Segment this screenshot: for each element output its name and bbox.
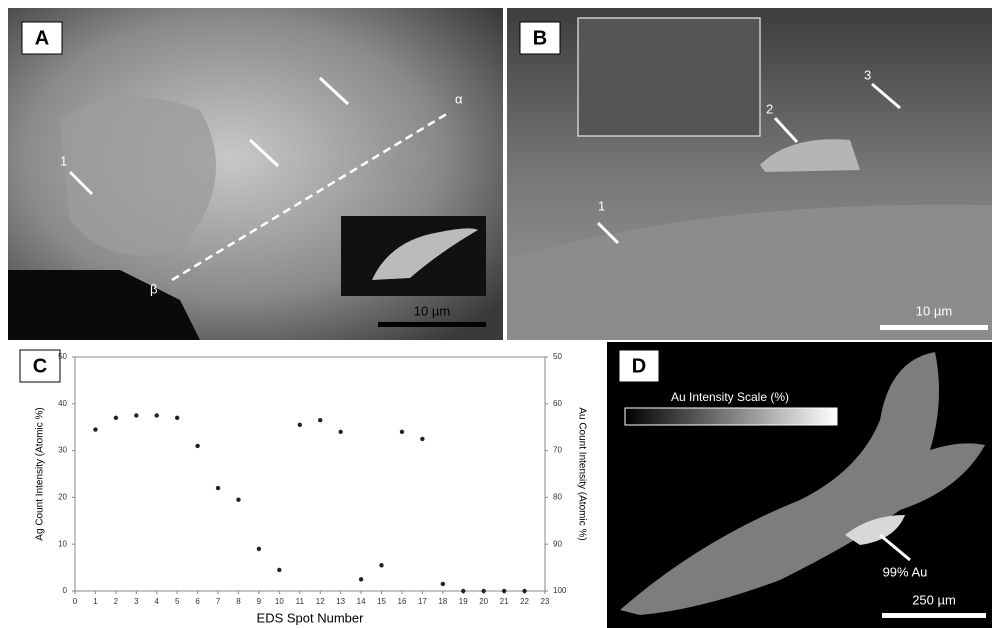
x-tick-label: 16 — [398, 597, 407, 606]
point — [298, 423, 302, 427]
y-tick-label: 0 — [63, 586, 68, 595]
x-tick-label: 9 — [257, 597, 262, 606]
scale-title: Au Intensity Scale (%) — [671, 390, 789, 404]
point — [114, 416, 118, 420]
scale-bar — [378, 322, 486, 327]
point — [420, 437, 424, 441]
x-tick-label: 19 — [459, 597, 468, 606]
x-tick-label: 15 — [377, 597, 386, 606]
panel-c — [8, 342, 605, 628]
y-tick-label: 30 — [58, 446, 67, 455]
x-tick-label: 3 — [134, 597, 139, 606]
panel-label: B — [533, 27, 547, 49]
point — [175, 416, 179, 420]
scale-bar — [880, 325, 988, 330]
annotation: 99% Au — [883, 564, 928, 579]
x-tick-label: 6 — [195, 597, 200, 606]
x-tick-label: 13 — [336, 597, 345, 606]
x-tick-label: 0 — [73, 597, 78, 606]
y-tick-label: 40 — [58, 399, 67, 408]
x-tick-label: 11 — [296, 597, 305, 606]
arrow-label: 1 — [598, 198, 605, 213]
panel-b: 1 2 3 B 10 µm — [507, 8, 992, 340]
x-tick-label: 7 — [216, 597, 221, 606]
x-tick-label: 23 — [541, 597, 550, 606]
y-axis-title: Ag Count Intensity (Atomic %) — [35, 407, 46, 540]
y2-tick-label: 60 — [553, 399, 562, 408]
x-tick-label: 14 — [357, 597, 366, 606]
point — [257, 547, 261, 551]
intensity-scale — [625, 408, 837, 425]
y2-tick-label: 90 — [553, 539, 562, 548]
x-tick-label: 12 — [316, 597, 325, 606]
y-tick-label: 50 — [58, 352, 67, 361]
y2-tick-label: 70 — [553, 446, 562, 455]
x-axis-title: EDS Spot Number — [257, 610, 365, 625]
point — [400, 430, 404, 434]
figure: 1 α β A 10 µm 1 2 3 B 10 µm C EDS Spot N… — [0, 0, 992, 628]
line-label: α — [455, 91, 463, 106]
scale-bar-label: 250 µm — [912, 592, 956, 607]
panel-label: A — [35, 27, 49, 49]
porous-region — [60, 97, 216, 256]
point — [195, 444, 199, 448]
y2-axis-title: Au Count Intensity (Atomic %) — [576, 407, 587, 540]
x-tick-label: 10 — [275, 597, 284, 606]
point — [134, 413, 138, 417]
x-tick-label: 2 — [114, 597, 119, 606]
panel-a: 1 α β A 10 µm — [8, 8, 503, 340]
scale-bar — [882, 613, 986, 618]
point — [338, 430, 342, 434]
x-tick-label: 4 — [155, 597, 160, 606]
y2-tick-label: 100 — [553, 586, 567, 595]
point — [216, 486, 220, 490]
point — [318, 418, 322, 422]
x-tick-label: 21 — [500, 597, 509, 606]
point — [522, 589, 526, 593]
x-tick-label: 1 — [93, 597, 98, 606]
point — [155, 413, 159, 417]
point — [359, 577, 363, 581]
point — [93, 427, 97, 431]
line-label: β — [150, 281, 157, 296]
point — [481, 589, 485, 593]
y2-tick-label: 50 — [553, 352, 562, 361]
x-tick-label: 8 — [236, 597, 241, 606]
x-tick-label: 20 — [479, 597, 488, 606]
point — [277, 568, 281, 572]
x-tick-label: 5 — [175, 597, 180, 606]
arrow-label: 2 — [766, 101, 773, 116]
point — [461, 589, 465, 593]
y-tick-label: 20 — [58, 493, 67, 502]
arrow-label: 3 — [864, 67, 871, 82]
point — [379, 563, 383, 567]
y-tick-label: 10 — [58, 539, 67, 548]
point — [441, 582, 445, 586]
x-tick-label: 22 — [520, 597, 529, 606]
x-tick-label: 18 — [438, 597, 447, 606]
x-tick-label: 17 — [418, 597, 427, 606]
panel-label: D — [632, 355, 646, 377]
point — [236, 498, 240, 502]
inset — [578, 18, 760, 136]
y2-tick-label: 80 — [553, 493, 562, 502]
point — [502, 589, 506, 593]
panel-label: C — [33, 355, 47, 377]
scale-bar-label: 10 µm — [916, 303, 952, 318]
scale-bar-label: 10 µm — [414, 303, 450, 318]
panel-d: 99% Au Au Intensity Scale (%) D 250 µm — [607, 342, 992, 628]
arrow-label: 1 — [60, 153, 67, 168]
